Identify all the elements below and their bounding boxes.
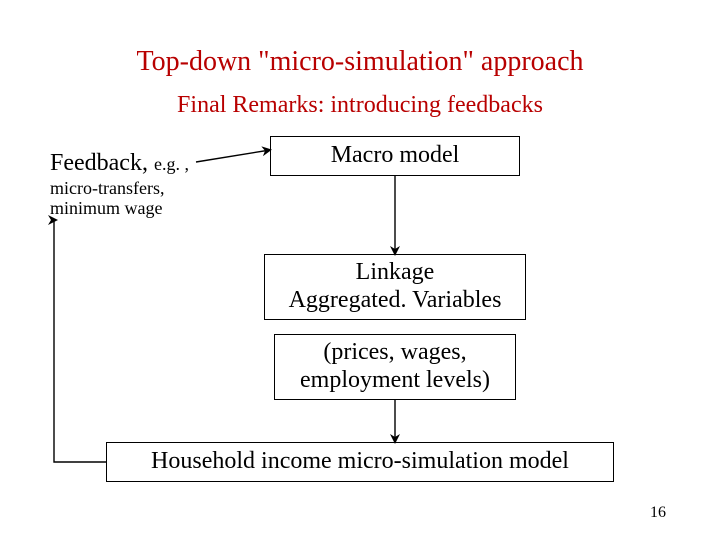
box-linkage-line2: Aggregated. Variables <box>289 287 502 315</box>
box-household-text: Household income micro-simulation model <box>151 448 569 476</box>
page-number: 16 <box>650 504 666 522</box>
box-macro-model: Macro model <box>270 136 520 176</box>
feedback-label: Feedback, e.g. , micro-transfers, minimu… <box>50 150 189 219</box>
box-prices-line2: employment levels) <box>300 367 490 395</box>
feedback-label-line2: micro-transfers, <box>50 178 189 199</box>
slide-title: Top-down "micro-simulation" approach <box>0 46 720 78</box>
box-household: Household income micro-simulation model <box>106 442 614 482</box>
box-macro-model-text: Macro model <box>331 142 460 170</box>
slide-subtitle: Final Remarks: introducing feedbacks <box>0 92 720 119</box>
box-linkage-line1: Linkage <box>289 259 502 287</box>
feedback-label-line1: Feedback, e.g. , <box>50 150 189 178</box>
box-prices: (prices, wages, employment levels) <box>274 334 516 400</box>
box-prices-line1: (prices, wages, <box>300 339 490 367</box>
box-linkage: Linkage Aggregated. Variables <box>264 254 526 320</box>
feedback-label-line3: minimum wage <box>50 198 189 219</box>
